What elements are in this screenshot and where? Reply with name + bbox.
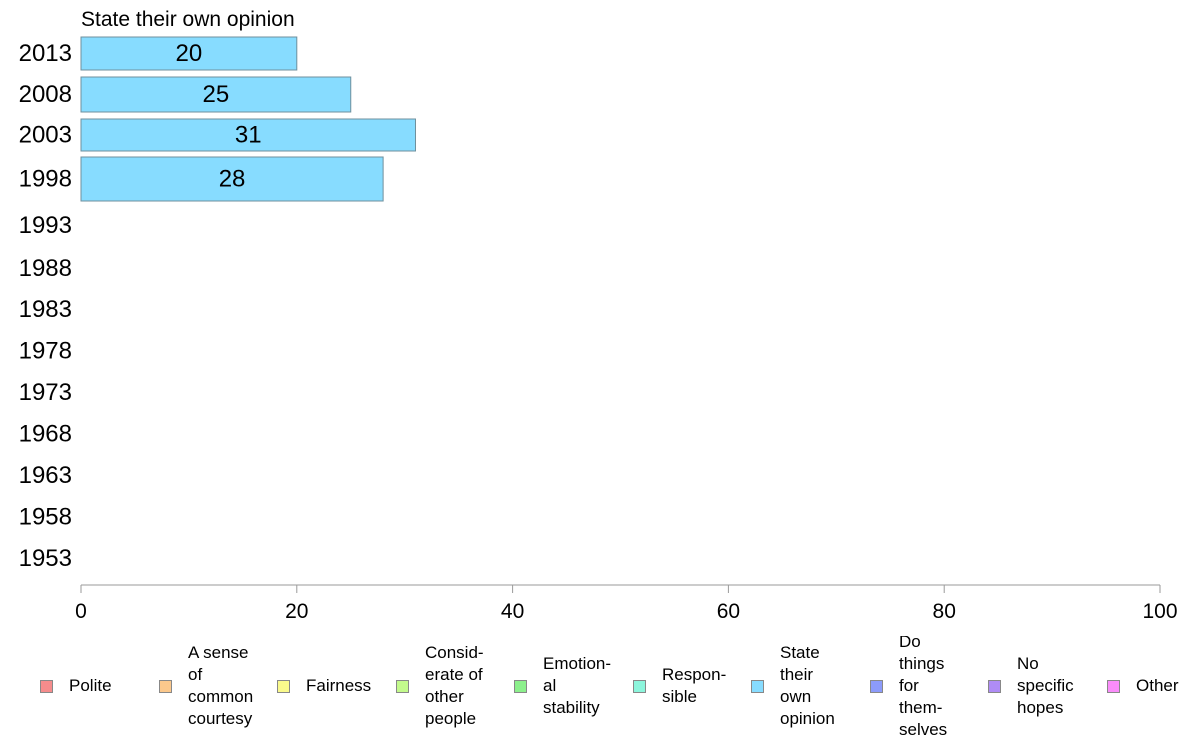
legend-swatch (277, 679, 290, 693)
y-tick-label-1988: 1988 (19, 255, 72, 282)
bar-value-label-2008: 25 (203, 81, 230, 108)
y-tick-label-1958: 1958 (19, 504, 72, 531)
y-tick-label-2013: 2013 (19, 40, 72, 67)
y-tick-label-1978: 1978 (19, 338, 72, 365)
y-tick-label-2003: 2003 (19, 122, 72, 149)
legend-label: Emotion- al stability (543, 654, 612, 717)
legend-item-responsible: Respon- sible (633, 636, 726, 736)
x-tick-label-0: 0 (75, 600, 87, 623)
legend-label: No specific hopes (1017, 654, 1074, 717)
x-tick-label-60: 60 (717, 600, 740, 623)
legend-label: State their own opinion (780, 643, 835, 728)
legend-swatch (514, 679, 527, 693)
bar-1998 (80, 156, 384, 202)
bar-2013 (80, 36, 298, 71)
y-tick-label-1973: 1973 (19, 379, 72, 406)
legend-label: Other (1136, 676, 1179, 695)
legend-item-do-things: Do things for them- selves (870, 636, 947, 736)
legend-item-fairness: Fairness (277, 636, 371, 736)
legend-label: Polite (69, 676, 112, 695)
x-tick-label-20: 20 (285, 600, 308, 623)
x-tick-label-100: 100 (1142, 600, 1177, 623)
y-axis-labels: 2013 2008 2003 1998 1993 1988 1983 1978 1973 1968… (19, 40, 72, 572)
legend-item-considerate: Consid- erate of other people (396, 636, 484, 736)
bar-2003 (80, 118, 416, 152)
legend-item-polite: Polite (40, 636, 112, 736)
legend-label: Respon- sible (662, 665, 727, 706)
y-tick-label-1983: 1983 (19, 296, 72, 323)
x-tick-label-40: 40 (501, 600, 524, 623)
legend-swatch (159, 679, 172, 693)
legend-label: A sense of common courtesy (188, 643, 254, 728)
bar-value-label-2003: 31 (235, 122, 262, 149)
legend-swatch (751, 679, 764, 693)
x-tick-label-80: 80 (933, 600, 956, 623)
bar-value-label-2013: 20 (176, 40, 203, 67)
legend-item-no-specific-hopes: No specific hopes (988, 636, 1074, 736)
legend-swatch (870, 679, 883, 693)
legend-swatch (396, 679, 409, 693)
y-tick-label-1963: 1963 (19, 462, 72, 489)
y-tick-label-1953: 1953 (19, 545, 72, 572)
legend-item-emotional-stability: Emotion- al stability (514, 636, 611, 736)
legend-label: Consid- erate of other people (425, 643, 484, 728)
legend-item-common-courtesy: A sense of common courtesy (159, 636, 253, 736)
y-tick-label-1998: 1998 (19, 166, 72, 193)
y-tick-label-1993: 1993 (19, 212, 72, 239)
chart-title: State their own opinion (81, 8, 295, 31)
legend-label: Fairness (306, 676, 372, 695)
y-tick-label-2008: 2008 (19, 81, 72, 108)
bar-value-label-1998: 28 (219, 166, 246, 193)
legend-label: Do things for them- selves (899, 636, 948, 736)
y-tick-label-1968: 1968 (19, 421, 72, 448)
legend-item-own-opinion: State their own opinion (751, 636, 835, 736)
legend-swatch (988, 679, 1001, 693)
legend-item-other: Other (1107, 636, 1179, 736)
legend-swatch (633, 679, 646, 693)
bar-2008 (80, 76, 352, 113)
legend-swatch (1107, 679, 1120, 693)
legend: Polite A sense of common courtesy Fairne… (0, 636, 1188, 736)
legend-swatch (40, 679, 53, 693)
x-axis: 0 20 40 60 80 100 (75, 584, 1178, 623)
